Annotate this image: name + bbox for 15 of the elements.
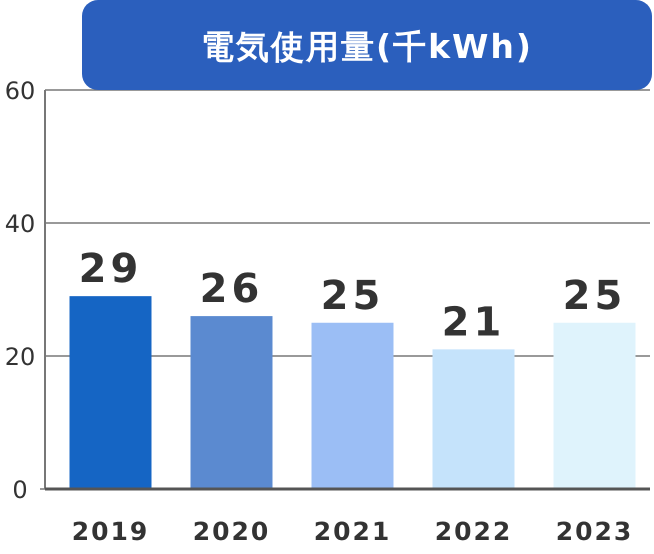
y-tick-label: 0: [12, 476, 28, 504]
y-tick-label: 40: [4, 210, 36, 238]
data-label: 26: [200, 266, 264, 312]
y-tick-label: 20: [4, 343, 36, 371]
x-tick-label: 2021: [314, 517, 392, 546]
y-tick-label: 60: [4, 77, 36, 105]
data-label: 25: [320, 272, 384, 319]
data-label: 25: [562, 272, 626, 319]
x-tick-label: 2019: [72, 517, 150, 546]
x-tick-label: 2023: [556, 517, 634, 546]
x-tick-label: 2020: [192, 517, 270, 546]
chart-title: 電気使用量(千kWh): [200, 27, 534, 66]
data-label: 29: [78, 246, 142, 292]
x-tick-label: 2022: [434, 517, 512, 546]
data-label: 21: [442, 299, 506, 346]
